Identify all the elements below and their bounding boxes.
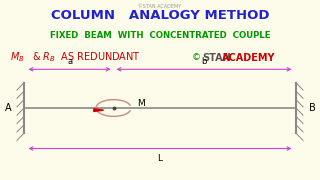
Text: FIXED  BEAM  WITH  CONCENTRATED  COUPLE: FIXED BEAM WITH CONCENTRATED COUPLE <box>50 31 270 40</box>
Polygon shape <box>94 109 104 111</box>
Text: ©: © <box>192 53 201 62</box>
Text: a: a <box>67 57 72 66</box>
Text: B: B <box>308 103 316 113</box>
Text: A: A <box>5 103 11 113</box>
Text: ACADEMY: ACADEMY <box>222 53 276 63</box>
Text: ©STAN ACADEMY: ©STAN ACADEMY <box>138 4 182 10</box>
Text: COLUMN   ANALOGY METHOD: COLUMN ANALOGY METHOD <box>51 9 269 22</box>
Text: b: b <box>201 57 207 66</box>
Text: STAN: STAN <box>202 53 231 63</box>
Text: $M_B$: $M_B$ <box>10 51 24 64</box>
Text: & $R_B$  AS REDUNDANT: & $R_B$ AS REDUNDANT <box>32 51 141 64</box>
Text: L: L <box>157 154 163 163</box>
Text: M: M <box>138 99 145 108</box>
